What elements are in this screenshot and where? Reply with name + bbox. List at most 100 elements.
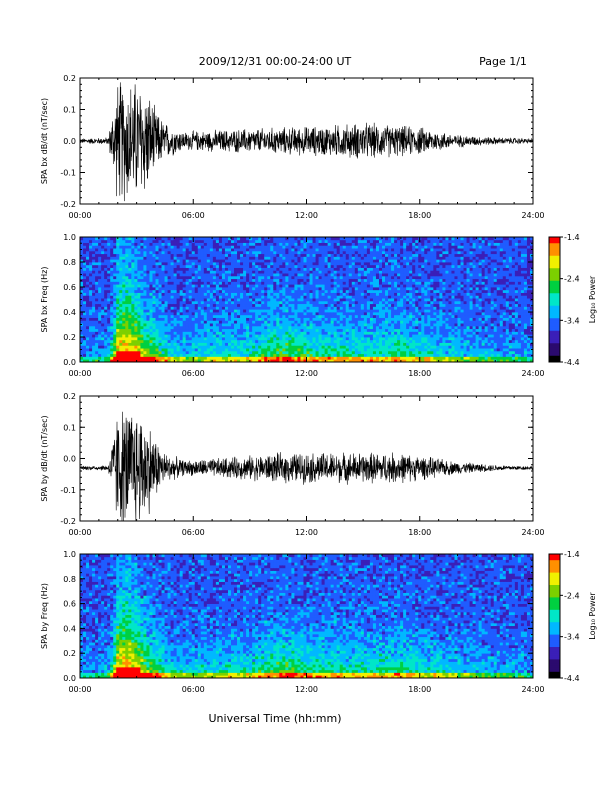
heatmap-cell — [234, 284, 238, 288]
heatmap-cell — [276, 295, 280, 299]
heatmap-cell — [194, 312, 199, 316]
heatmap-cell — [89, 325, 93, 330]
heatmap-cell — [351, 309, 356, 313]
heatmap-cell — [372, 287, 377, 291]
heatmap-cell — [176, 253, 181, 257]
heatmap-cell — [243, 312, 247, 316]
heatmap-cell — [92, 256, 96, 260]
heatmap-cell — [282, 314, 286, 318]
heatmap-cell — [303, 359, 307, 363]
heatmap-cell — [140, 262, 144, 266]
heatmap-cell — [146, 239, 150, 243]
heatmap-cell — [315, 256, 319, 260]
heatmap-cell — [200, 242, 205, 246]
heatmap-cell — [231, 248, 235, 252]
heatmap-cell — [258, 325, 262, 330]
heatmap-cell — [378, 300, 383, 305]
heatmap-cell — [164, 300, 168, 305]
heatmap-cell — [200, 259, 205, 263]
heatmap-cell — [291, 256, 295, 260]
heatmap-cell — [309, 309, 313, 313]
heatmap-cell — [273, 356, 277, 360]
heatmap-cell — [394, 253, 398, 257]
heatmap-cell — [303, 289, 307, 293]
heatmap-cell — [382, 250, 386, 255]
heatmap-cell — [98, 256, 102, 260]
heatmap-cell — [288, 248, 292, 252]
heatmap-cell — [391, 245, 395, 249]
heatmap-cell — [200, 342, 205, 346]
heatmap-cell — [122, 320, 126, 324]
heatmap-cell — [158, 298, 162, 302]
heatmap-cell — [267, 342, 271, 346]
heatmap-cell — [333, 295, 338, 299]
heatmap-cell — [206, 345, 211, 349]
heatmap-cell — [294, 295, 298, 299]
heatmap-cell — [348, 337, 353, 341]
heatmap-cell — [224, 320, 229, 324]
heatmap-cell — [173, 323, 178, 327]
heatmap-cell — [360, 323, 365, 327]
heatmap-cell — [119, 239, 123, 243]
heatmap-cell — [131, 306, 135, 310]
heatmap-cell — [330, 287, 335, 291]
heatmap-cell — [252, 250, 256, 255]
heatmap-cell — [285, 248, 289, 252]
heatmap-cell — [279, 317, 283, 321]
heatmap-cell — [351, 259, 356, 263]
heatmap-cell — [267, 278, 271, 282]
heatmap-cell — [315, 314, 319, 318]
heatmap-cell — [270, 359, 274, 363]
heatmap-cell — [363, 356, 368, 360]
heatmap-cell — [372, 334, 377, 338]
heatmap-cell — [382, 356, 386, 360]
heatmap-cell — [152, 281, 156, 285]
heatmap-cell — [170, 275, 175, 280]
heatmap-cell — [203, 337, 208, 341]
heatmap-cell — [237, 350, 241, 355]
heatmap-cell — [206, 323, 211, 327]
heatmap-cell — [237, 317, 241, 321]
heatmap-cell — [80, 281, 84, 285]
heatmap-cell — [194, 306, 199, 310]
heatmap-cell — [227, 267, 232, 271]
heatmap-cell — [203, 262, 208, 266]
heatmap-cell — [261, 309, 265, 313]
heatmap-cell — [140, 239, 144, 243]
heatmap-cell — [354, 256, 359, 260]
heatmap-cell — [394, 295, 398, 299]
heatmap-cell — [113, 328, 117, 332]
heatmap-cell — [400, 353, 404, 357]
heatmap-cell — [209, 278, 214, 282]
heatmap-cell — [191, 289, 196, 293]
heatmap-cell — [252, 334, 256, 338]
heatmap-cell — [116, 323, 120, 327]
heatmap-cell — [403, 312, 407, 316]
heatmap-cell — [176, 314, 181, 318]
heatmap-cell — [176, 337, 181, 341]
heatmap-cell — [363, 248, 368, 252]
heatmap-cell — [110, 359, 114, 363]
heatmap-cell — [161, 295, 165, 299]
heatmap-cell — [224, 348, 229, 352]
heatmap-cell — [249, 348, 253, 352]
heatmap-cell — [107, 256, 111, 260]
heatmap-cell — [167, 242, 171, 246]
heatmap-cell — [143, 300, 147, 305]
heatmap-cell — [83, 256, 87, 260]
heatmap-cell — [366, 237, 371, 241]
heatmap-cell — [89, 345, 93, 349]
heatmap-cell — [403, 325, 407, 330]
heatmap-cell — [231, 312, 235, 316]
heatmap-cell — [333, 306, 338, 310]
heatmap-cell — [191, 292, 196, 296]
heatmap-cell — [234, 312, 238, 316]
heatmap-cell — [188, 264, 193, 268]
heatmap-cell — [309, 303, 313, 307]
heatmap-cell — [342, 342, 347, 346]
heatmap-cell — [224, 281, 229, 285]
heatmap-cell — [86, 317, 90, 321]
heatmap-cell — [276, 245, 280, 249]
heatmap-cell — [125, 264, 129, 268]
heatmap-cell — [194, 314, 199, 318]
